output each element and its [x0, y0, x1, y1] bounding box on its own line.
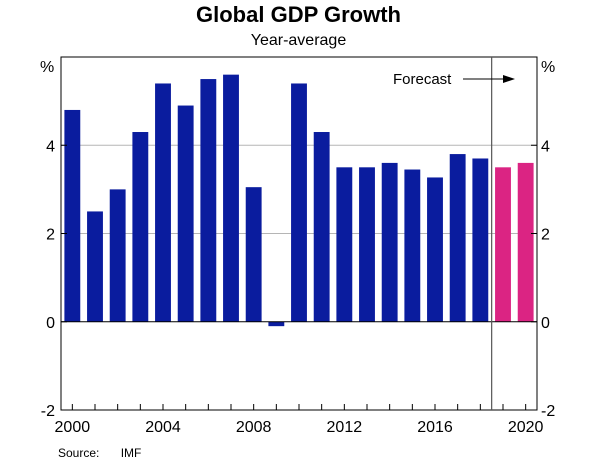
bar-2015: [404, 169, 421, 322]
right-unit-label: %: [541, 59, 555, 76]
y-tick-label-right: 4: [541, 138, 550, 155]
x-tick-label: 2004: [145, 419, 181, 436]
y-tick-label-right: 2: [541, 227, 550, 244]
bar-2014: [381, 162, 398, 322]
y-tick-label-left: 0: [46, 315, 55, 332]
x-tick-label: 2020: [508, 419, 544, 436]
left-unit-label: %: [40, 59, 54, 76]
y-tick-label-right: -2: [541, 403, 555, 420]
axis-ticks: [61, 144, 537, 411]
x-tick-label: 2016: [417, 419, 453, 436]
chart-title: Global GDP Growth: [196, 2, 401, 27]
bar-2020: [517, 162, 534, 322]
x-tick-label: 2008: [236, 419, 272, 436]
x-tick-label: 2000: [55, 419, 91, 436]
bar-2012: [336, 167, 353, 322]
bar-2003: [132, 132, 149, 322]
bar-2005: [177, 105, 194, 322]
forecast-arrow: [463, 75, 515, 83]
source-note: Source: IMF: [58, 446, 141, 460]
tick-labels: -2 -2 0 0 2 2 4 4 2000 2004 2008 2012 2016 2020: [41, 138, 556, 436]
bar-2016: [427, 177, 443, 322]
bar-2017: [449, 154, 466, 322]
bar-2000: [64, 109, 81, 322]
bar-2011: [313, 132, 330, 322]
bar-2013: [359, 167, 375, 322]
bar-2009: [268, 321, 285, 327]
bars: [64, 74, 534, 327]
bar-2008: [245, 187, 262, 322]
y-tick-label-right: 0: [541, 315, 550, 332]
bar-2002: [109, 189, 126, 322]
source-value: IMF: [120, 446, 142, 460]
x-tick-label: 2012: [327, 419, 363, 436]
forecast-annotation: Forecast: [393, 71, 452, 88]
bar-2007: [223, 74, 239, 322]
source-label: Source:: [58, 446, 100, 460]
chart-subtitle: Year-average: [250, 32, 347, 49]
bar-2001: [87, 211, 103, 322]
y-tick-label-left: -2: [41, 403, 55, 420]
y-tick-label-left: 4: [46, 138, 55, 155]
y-tick-label-left: 2: [46, 227, 55, 244]
bar-2010: [291, 83, 307, 322]
bar-2019: [495, 167, 511, 322]
bar-2004: [155, 83, 171, 322]
bar-2006: [200, 79, 217, 322]
bar-2018: [472, 158, 489, 322]
